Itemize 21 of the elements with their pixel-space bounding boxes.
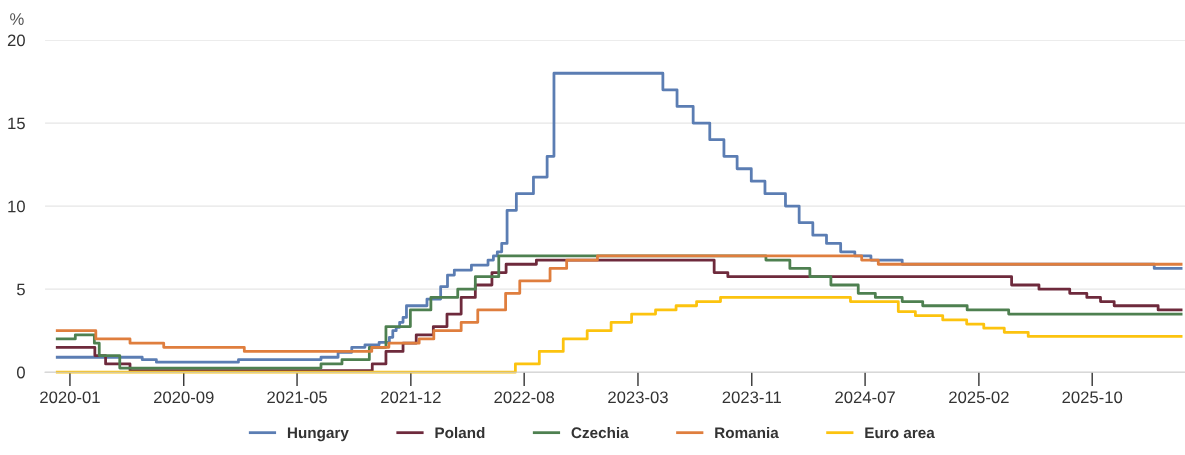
y-tick-label: 10 [8,200,25,213]
y-tick-label: 5 [16,283,25,296]
legend-label: Poland [435,426,485,439]
x-tick-label: 2024-07 [835,391,895,404]
y-tick-label: 15 [8,117,25,130]
x-tick-label: 2020-09 [154,391,214,404]
x-tick-label: 2020-01 [40,391,100,404]
legend-label: Hungary [287,427,349,442]
x-tick-label: 2025-10 [1062,391,1123,404]
legend-label: Romania [715,426,779,439]
x-tick-label: 2023-03 [608,391,668,404]
x-tick-label: 2022-08 [494,391,555,404]
x-tick-label: 2021-05 [267,391,327,404]
legend-label: Euro area [865,427,935,439]
y-tick-label: 0 [16,366,25,379]
y-tick-label: 20 [7,34,25,47]
x-tick-label: 2023-11 [722,391,781,404]
y-axis-title: % [10,13,24,25]
x-tick-label: 2021-12 [381,391,441,404]
x-tick-label: 2025-02 [949,391,1009,404]
legend-label: Czechia [571,426,629,439]
